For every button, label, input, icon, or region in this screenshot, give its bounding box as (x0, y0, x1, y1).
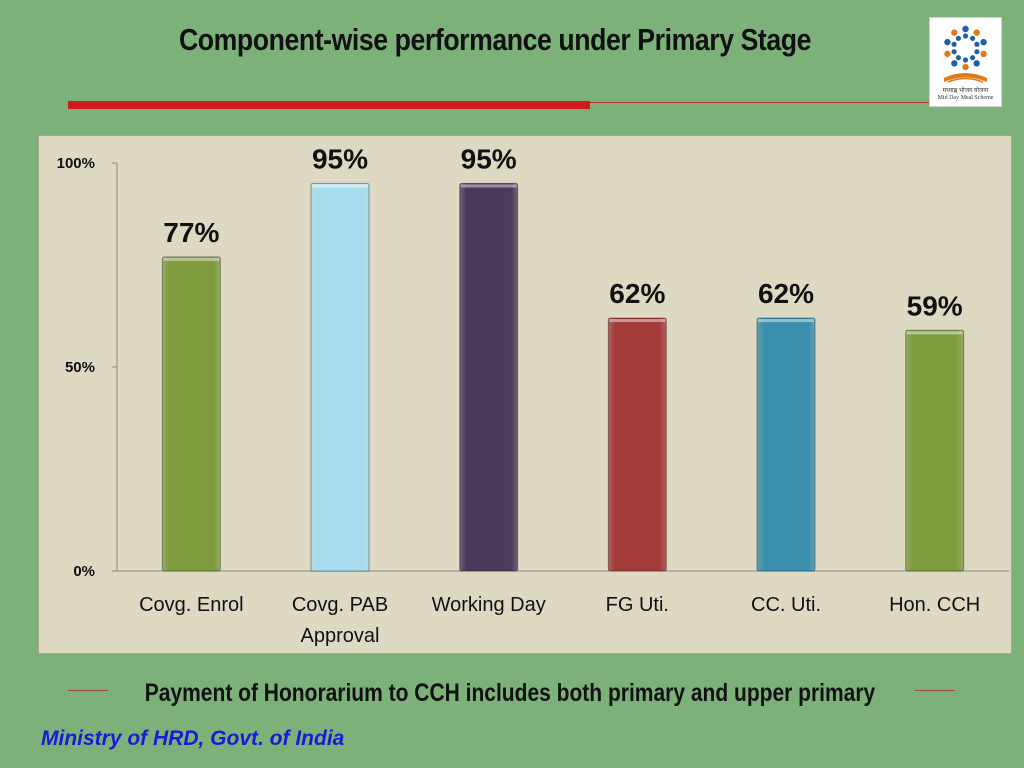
bar-highlight (906, 331, 963, 335)
y-tick-label: 0% (73, 563, 95, 580)
bar-2 (459, 182, 519, 572)
category-label: FG Uti. (606, 594, 669, 616)
category-label: Covg. PAB (292, 594, 388, 616)
y-tick-label: 50% (65, 359, 95, 376)
bar-highlight (312, 184, 368, 188)
bar-1 (310, 182, 370, 572)
title-underline-thin (590, 102, 930, 103)
y-tick-label: 100% (57, 155, 95, 172)
logo-emblem-icon (944, 25, 987, 83)
bar-0 (161, 256, 221, 572)
data-label: 95% (312, 143, 368, 174)
title-underline-thick (68, 101, 590, 109)
logo-caption-hindi: मध्याह्न भोजन योजना (942, 88, 989, 94)
bar-highlight (758, 319, 814, 323)
bar-5 (905, 329, 965, 572)
chart-panel: 0% 50% 100% 77% Covg. Enrol 95% Covg. PAB Appr… (38, 135, 1012, 654)
data-label: 77% (163, 217, 219, 248)
slide-title: Component-wise performance under Primary… (178, 22, 812, 57)
logo-caption: मध्याह्न भोजन योजना Mid Day Meal Scheme (930, 88, 1001, 102)
data-label: 59% (907, 290, 963, 321)
bar-highlight (609, 319, 666, 323)
category-label: Working Day (432, 594, 546, 616)
bar-highlight (460, 184, 517, 188)
footnote: Payment of Honorarium to CCH includes bo… (144, 679, 876, 707)
mid-day-meal-logo: मध्याह्न भोजन योजना Mid Day Meal Scheme (929, 17, 1002, 107)
data-label: 62% (609, 278, 665, 309)
footnote-rule-left (68, 690, 108, 691)
logo-caption-english: Mid Day Meal Scheme (937, 95, 994, 101)
data-label: 95% (461, 143, 517, 174)
category-label: Covg. Enrol (139, 594, 244, 616)
category-label: Approval (301, 625, 380, 647)
category-label: CC. Uti. (751, 594, 821, 616)
ministry-label: Ministry of HRD, Govt. of India (41, 727, 345, 750)
bar-4 (756, 317, 816, 572)
bar-3 (607, 317, 667, 572)
bar-highlight (163, 257, 220, 261)
footnote-rule-right (915, 690, 955, 691)
bar-chart: 0% 50% 100% 77% Covg. Enrol 95% Covg. PAB Appr… (57, 143, 1009, 647)
category-label: Hon. CCH (889, 594, 980, 616)
data-label: 62% (758, 278, 814, 309)
